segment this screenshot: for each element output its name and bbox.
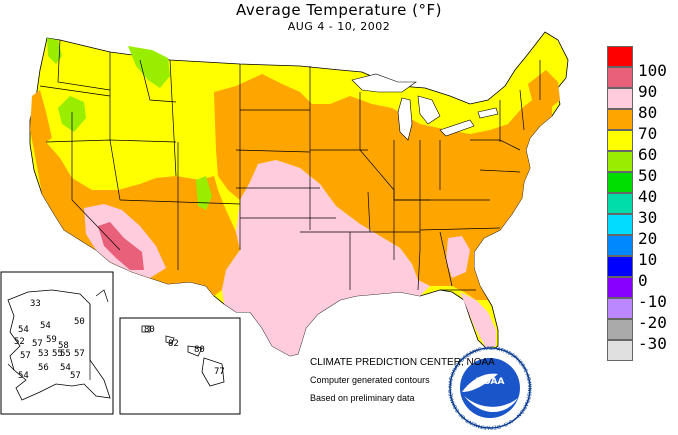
legend-label: 20	[638, 229, 658, 248]
legend-swatch	[607, 46, 633, 67]
legend-label: 30	[638, 208, 658, 227]
hawaii-inset	[119, 317, 241, 415]
state-borders	[39, 39, 541, 291]
hawaii-island-kauai	[141, 325, 151, 333]
credit-center: CLIMATE PREDICTION CENTER, NOAA	[310, 357, 495, 368]
hawaii-island-oahu	[165, 335, 175, 345]
legend-label: 100	[638, 61, 667, 80]
legend-label: -30	[638, 334, 667, 353]
legend-swatch	[607, 151, 633, 172]
credit-preliminary: Based on preliminary data	[310, 393, 415, 403]
alaska-value: 50	[74, 317, 85, 327]
orange-zone-central-east	[214, 74, 552, 300]
alaska-value: 53	[38, 349, 49, 359]
alaska-value: 57	[32, 339, 43, 349]
alaska-shape	[7, 289, 111, 401]
pink-zone-southern-plains	[222, 160, 430, 356]
alaska-value: 33	[30, 299, 41, 309]
alaska-value: 59	[46, 335, 57, 345]
green-zone-wa-coast	[47, 38, 62, 64]
legend-label: 50	[638, 166, 658, 185]
legend-label: 90	[638, 82, 658, 101]
legend-swatch	[607, 193, 633, 214]
hawaii-value: 82	[168, 339, 179, 349]
hawaii-island-maui	[187, 345, 203, 357]
legend-label: -20	[638, 313, 667, 332]
legend-swatch	[607, 214, 633, 235]
orange-zone-southwest	[34, 142, 240, 296]
legend-label: 10	[638, 250, 658, 269]
legend-swatch	[607, 235, 633, 256]
lake-michigan	[397, 97, 413, 141]
lake-ontario	[477, 107, 499, 119]
legend-swatch	[607, 340, 633, 361]
alaska-value: 55	[52, 349, 63, 359]
alaska-value: 57	[70, 371, 81, 381]
legend-label: -10	[638, 292, 667, 311]
alaska-value: 54	[40, 321, 51, 331]
hawaii-value: 80	[144, 325, 155, 335]
legend-label: 70	[638, 124, 658, 143]
legend-swatch	[607, 172, 633, 193]
legend-label: 60	[638, 145, 658, 164]
hawaii-values: 80 82 80 77	[144, 325, 225, 377]
alaska-value: 55	[60, 349, 71, 359]
alaska-inset	[0, 271, 114, 415]
legend-swatch	[607, 88, 633, 109]
alaska-value: 56	[38, 363, 49, 373]
hot-zone-lower-colorado	[98, 222, 144, 270]
lake-superior	[351, 73, 417, 93]
lake-huron	[417, 95, 441, 125]
legend-swatch	[607, 130, 633, 151]
alaska-value: 54	[18, 371, 29, 381]
noaa-logo-text: NOAA	[476, 377, 505, 387]
alaska-value: 58	[58, 341, 69, 351]
alaska-value: 54	[60, 363, 71, 373]
lake-erie	[439, 119, 475, 137]
legend-swatch	[607, 109, 633, 130]
alaska-value: 54	[18, 325, 29, 335]
orange-zone-new-england	[528, 70, 560, 110]
pink-zone-georgia	[446, 236, 470, 278]
credit-contours: Computer generated contours	[310, 375, 430, 385]
legend-label: 40	[638, 187, 658, 206]
green-zone-northern-rockies	[128, 46, 170, 88]
alaska-value: 57	[20, 351, 31, 361]
legend-label: 80	[638, 103, 658, 122]
green-zone-colorado-rockies	[196, 176, 212, 210]
pink-zone-florida	[460, 292, 496, 348]
legend-swatch	[607, 319, 633, 340]
alaska-value: 57	[74, 349, 85, 359]
legend-swatch	[607, 67, 633, 88]
legend-swatch	[607, 277, 633, 298]
orange-zone-pacific-coast	[30, 90, 52, 150]
hawaii-value: 80	[194, 345, 205, 355]
map-subtitle: AUG 4 - 10, 2002	[287, 20, 391, 33]
legend-swatch	[607, 256, 633, 277]
hawaii-island-big	[201, 357, 225, 387]
alaska-value: 52	[14, 337, 25, 347]
hawaii-value: 77	[214, 367, 225, 377]
legend-swatch	[607, 298, 633, 319]
legend-label: 0	[638, 271, 648, 290]
map-title: Average Temperature (°F)	[236, 1, 442, 19]
